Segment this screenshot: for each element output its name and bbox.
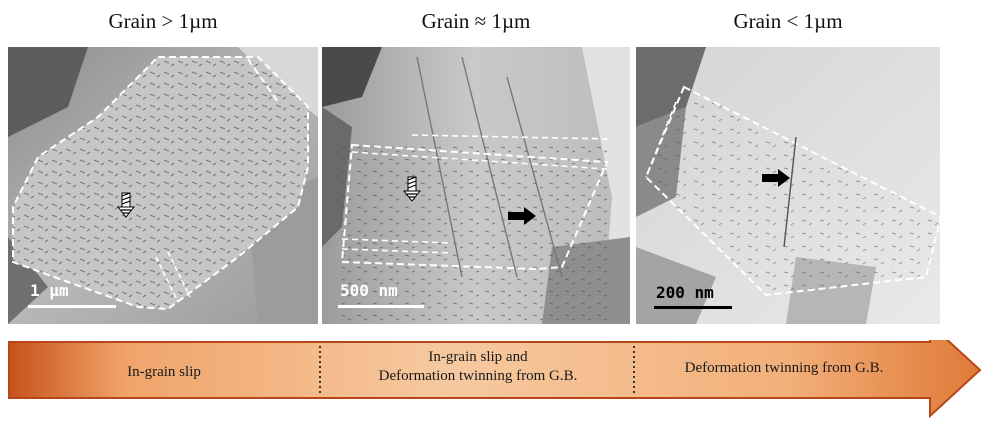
stage-label-mixed-line2: Deformation twinning from G.B. — [378, 368, 578, 384]
deformation-progress-arrow — [0, 340, 984, 420]
scale-bar-label: 500 nm — [340, 281, 398, 300]
stage-label-twinning: Deformation twinning from G.B. — [684, 360, 884, 376]
stage-label-mixed: In-grain slip and Deformation twinning f… — [322, 348, 634, 386]
tem-image-grain-large: 1 µm — [8, 47, 318, 324]
heading-grain-large: Grain > 1µm — [108, 9, 218, 33]
scale-bar-line — [338, 305, 424, 308]
heading-grain-small: Grain < 1µm — [733, 9, 843, 33]
tem-image-grain-equal: 500 nm — [322, 47, 630, 324]
scale-bar-line — [654, 306, 732, 309]
stage-label-mixed-line1: In-grain slip and — [428, 349, 528, 365]
scale-bar-label: 200 nm — [656, 283, 714, 302]
stage-label-in-grain-slip: In-grain slip — [127, 364, 201, 380]
heading-grain-equal: Grain ≈ 1µm — [421, 9, 531, 33]
scale-bar-line — [28, 305, 116, 308]
tem-image-grain-small: 200 nm — [636, 47, 940, 324]
scale-bar-label: 1 µm — [30, 281, 69, 300]
